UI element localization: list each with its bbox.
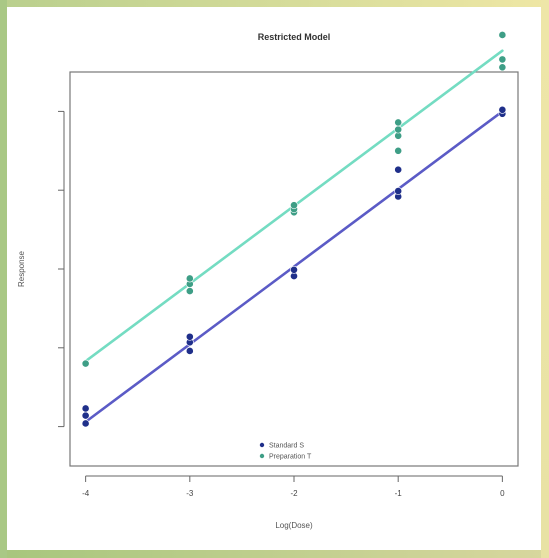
- legend-label-preparation-t: Preparation T: [269, 454, 312, 461]
- y-axis: [58, 110, 65, 428]
- plot-area: [69, 71, 519, 467]
- frame-border-top: [0, 0, 549, 7]
- x-tick-label: 0: [500, 489, 505, 498]
- data-point-standard-s: [81, 404, 90, 413]
- data-point-standard-s: [81, 419, 90, 428]
- data-points: [81, 31, 507, 428]
- data-point-standard-s: [290, 265, 298, 274]
- data-point-preparation-t: [498, 63, 507, 72]
- data-point-preparation-t: [394, 146, 403, 155]
- data-point-preparation-t: [498, 55, 507, 64]
- x-axis-title: Log(Dose): [275, 521, 313, 530]
- x-tick-label: -1: [395, 489, 403, 498]
- data-point-preparation-t: [498, 31, 507, 39]
- legend: Standard S Preparation T: [259, 442, 312, 461]
- data-point-standard-s: [394, 187, 403, 195]
- data-point-standard-s: [498, 105, 507, 114]
- data-point-preparation-t: [81, 359, 90, 368]
- legend-label-standard-s: Standard S: [269, 443, 304, 450]
- x-tick-label: -4: [82, 489, 90, 498]
- chart-title: Restricted Model: [258, 32, 331, 42]
- data-point-preparation-t: [394, 118, 403, 127]
- data-point-preparation-t: [185, 274, 194, 283]
- legend-marker-preparation-t: [259, 453, 265, 459]
- data-point-standard-s: [185, 332, 194, 341]
- data-point-standard-s: [81, 411, 90, 420]
- frame-border-left: [0, 0, 7, 558]
- frame-border-bottom: [0, 550, 549, 558]
- x-tick-label: -3: [186, 489, 194, 498]
- data-point-standard-s: [185, 347, 194, 355]
- data-point-standard-s: [394, 165, 403, 174]
- frame-border-right: [541, 0, 549, 558]
- y-axis-title: Response: [17, 250, 26, 287]
- x-axis: -4 -3 -2 -1 0: [82, 475, 505, 498]
- data-point-preparation-t: [394, 125, 403, 134]
- x-tick-label: -2: [290, 489, 298, 498]
- legend-marker-standard-s: [259, 442, 265, 448]
- data-point-preparation-t: [290, 201, 298, 210]
- data-point-preparation-t: [185, 287, 194, 295]
